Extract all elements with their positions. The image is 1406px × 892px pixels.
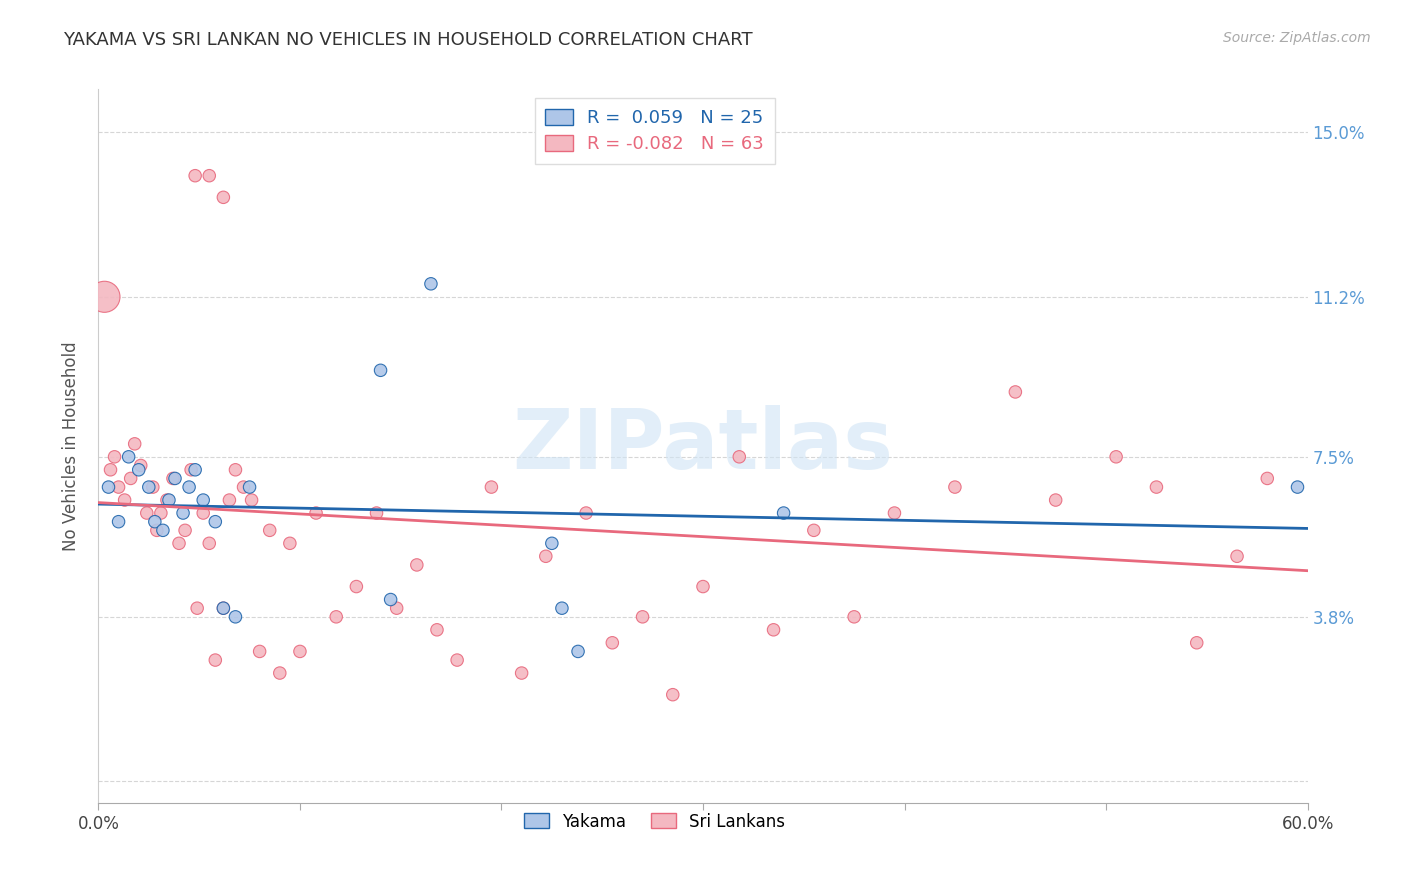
Point — [146, 524, 169, 538]
Point — [344, 580, 367, 594]
Point — [212, 190, 235, 204]
Point — [135, 506, 157, 520]
Point — [420, 277, 443, 291]
Point — [186, 601, 208, 615]
Point — [1286, 480, 1309, 494]
Point — [567, 644, 589, 658]
Point — [1146, 480, 1168, 494]
Point — [325, 610, 347, 624]
Point — [426, 623, 449, 637]
Point — [180, 463, 202, 477]
Point — [124, 437, 146, 451]
Point — [157, 493, 180, 508]
Point — [204, 653, 226, 667]
Point — [551, 601, 574, 615]
Text: ZIPatlas: ZIPatlas — [513, 406, 893, 486]
Point — [97, 480, 120, 494]
Point — [385, 601, 408, 615]
Point — [288, 644, 311, 658]
Point — [198, 169, 221, 183]
Point — [370, 363, 392, 377]
Point — [198, 536, 221, 550]
Point — [1004, 384, 1026, 399]
Point — [172, 506, 194, 520]
Point — [114, 493, 136, 508]
Point — [212, 601, 235, 615]
Point — [120, 471, 142, 485]
Point — [107, 480, 129, 494]
Point — [661, 688, 683, 702]
Point — [107, 515, 129, 529]
Point — [184, 463, 207, 477]
Point — [184, 169, 207, 183]
Point — [232, 480, 254, 494]
Text: YAKAMA VS SRI LANKAN NO VEHICLES IN HOUSEHOLD CORRELATION CHART: YAKAMA VS SRI LANKAN NO VEHICLES IN HOUS… — [63, 31, 752, 49]
Point — [138, 480, 160, 494]
Point — [1105, 450, 1128, 464]
Point — [152, 524, 174, 538]
Point — [1185, 636, 1208, 650]
Point — [193, 493, 215, 508]
Point — [240, 493, 263, 508]
Point — [405, 558, 427, 572]
Point — [803, 524, 825, 538]
Point — [162, 471, 184, 485]
Point — [305, 506, 328, 520]
Point — [269, 666, 291, 681]
Point — [772, 506, 794, 520]
Point — [575, 506, 598, 520]
Point — [1256, 471, 1278, 485]
Point — [224, 610, 246, 624]
Point — [156, 493, 179, 508]
Point — [129, 458, 152, 473]
Point — [278, 536, 301, 550]
Point — [481, 480, 503, 494]
Point — [534, 549, 557, 564]
Point — [259, 524, 281, 538]
Point — [100, 463, 122, 477]
Point — [143, 515, 166, 529]
Point — [762, 623, 785, 637]
Legend: Yakama, Sri Lankans: Yakama, Sri Lankans — [517, 806, 792, 838]
Point — [204, 515, 226, 529]
Point — [212, 601, 235, 615]
Point — [366, 506, 388, 520]
Point — [380, 592, 402, 607]
Point — [844, 610, 866, 624]
Point — [249, 644, 271, 658]
Point — [631, 610, 654, 624]
Point — [103, 450, 125, 464]
Point — [446, 653, 468, 667]
Point — [167, 536, 190, 550]
Point — [218, 493, 240, 508]
Point — [163, 471, 186, 485]
Point — [149, 506, 172, 520]
Point — [142, 480, 165, 494]
Point — [692, 580, 714, 594]
Point — [118, 450, 141, 464]
Point — [1045, 493, 1067, 508]
Point — [1226, 549, 1249, 564]
Point — [943, 480, 966, 494]
Point — [540, 536, 562, 550]
Y-axis label: No Vehicles in Household: No Vehicles in Household — [62, 341, 80, 551]
Point — [193, 506, 215, 520]
Text: Source: ZipAtlas.com: Source: ZipAtlas.com — [1223, 31, 1371, 45]
Point — [510, 666, 533, 681]
Point — [128, 463, 150, 477]
Point — [728, 450, 751, 464]
Point — [174, 524, 197, 538]
Point — [602, 636, 624, 650]
Point — [224, 463, 246, 477]
Point — [179, 480, 201, 494]
Point — [239, 480, 262, 494]
Point — [883, 506, 905, 520]
Point — [93, 290, 115, 304]
